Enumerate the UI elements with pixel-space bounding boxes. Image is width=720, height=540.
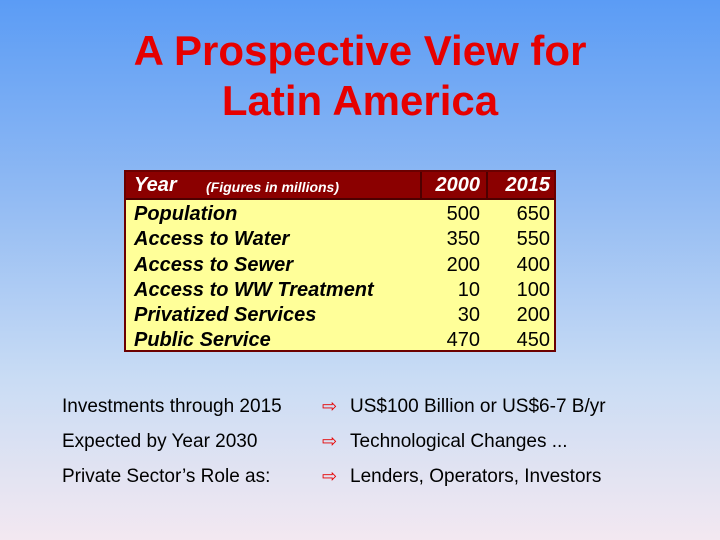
row-label: Access to WW Treatment [134,278,374,301]
row-label: Population [134,203,238,225]
bullet-label: Expected by Year 2030 [62,431,258,452]
right-arrow-icon: ⇨ [322,431,338,451]
slide-title-line-2: Latin America [221,77,499,124]
value-2015: 200 [516,304,550,327]
slide-title-line-1: A Prospective View for [133,27,587,74]
table-row: Access to WW Treatment 10 100 [126,278,554,303]
value-2015: 450 [516,329,550,352]
row-label: Privatized Services [134,304,317,327]
bullet-label: Private Sector’s Role as: [62,466,271,487]
table-row: Population 500 650 [126,202,554,227]
column-divider [486,172,488,200]
right-arrow-icon: ⇨ [322,396,338,416]
value-2000: 500 [446,203,480,225]
row-label: Access to Sewer [134,253,293,276]
table-row: Access to Sewer 200 400 [126,253,554,278]
header-2015: 2015 [505,174,551,196]
value-2000: 10 [457,278,480,301]
bullet-label: Investments through 2015 [62,396,282,417]
value-2000: 470 [446,329,480,352]
data-table: Year (Figures in millions) 2000 2015 Pop… [124,170,556,352]
table-row: Privatized Services 30 200 [126,303,554,328]
table-header: Year (Figures in millions) 2000 2015 [126,172,554,200]
table-body: Population 500 650 Access to Water 350 5… [126,202,554,354]
table-row: Public Service 470 450 [126,328,554,353]
header-note: (Figures in millions) [206,179,340,195]
value-2000: 350 [446,228,480,251]
value-2000: 30 [457,304,480,327]
table-row: Access to Water 350 550 [126,227,554,252]
value-2015: 550 [516,228,550,251]
column-divider [420,172,422,200]
bullet-text: US$100 Billion or US$6-7 B/yr [350,396,606,417]
row-label: Access to Water [134,228,290,251]
bullet-text: Lenders, Operators, Investors [350,466,602,487]
value-2000: 200 [446,253,480,276]
header-year: Year [134,174,177,196]
header-2000: 2000 [435,174,481,196]
value-2015: 650 [516,203,550,225]
right-arrow-icon: ⇨ [322,466,338,486]
row-label: Public Service [134,329,271,352]
value-2015: 400 [516,253,550,276]
slide-title: A Prospective View for Latin America [0,26,720,126]
bullet-text: Technological Changes ... [350,431,568,452]
value-2015: 100 [516,278,550,301]
